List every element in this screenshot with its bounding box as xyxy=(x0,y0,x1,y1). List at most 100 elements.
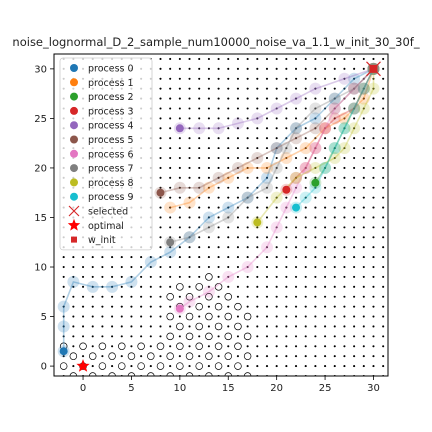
sample-point xyxy=(314,265,317,269)
sample-point xyxy=(246,147,249,150)
sample-point xyxy=(314,147,317,150)
sample-point xyxy=(217,265,220,269)
sample-point xyxy=(207,226,210,229)
sample-point xyxy=(159,186,162,189)
sample-point xyxy=(217,137,220,140)
sample-point xyxy=(314,77,317,80)
sample-point xyxy=(234,302,242,311)
sample-point xyxy=(169,147,172,150)
process-1-step xyxy=(260,161,273,174)
sample-point xyxy=(217,67,220,70)
sample-point xyxy=(265,216,269,219)
sample-point xyxy=(256,196,259,199)
process-4-point xyxy=(175,124,184,133)
sample-point xyxy=(324,206,327,209)
sample-point xyxy=(91,305,94,308)
sample-point xyxy=(111,256,114,259)
sample-point xyxy=(372,315,375,318)
sample-point xyxy=(246,57,249,61)
sample-point xyxy=(275,236,278,239)
sample-point xyxy=(188,137,191,140)
sample-point xyxy=(294,285,298,288)
sample-point xyxy=(130,265,133,269)
sample-point xyxy=(207,365,210,368)
sample-point xyxy=(304,285,307,288)
sample-point xyxy=(304,117,307,120)
sample-point xyxy=(205,273,213,281)
sample-point xyxy=(275,305,278,308)
sample-point xyxy=(324,305,327,308)
sample-point xyxy=(294,196,298,199)
sample-point xyxy=(243,372,252,376)
sample-point xyxy=(236,246,239,249)
sample-point xyxy=(324,57,327,61)
sample-point xyxy=(246,77,249,80)
sample-point xyxy=(169,97,172,100)
sample-point xyxy=(227,107,230,110)
process-5-step xyxy=(290,132,303,145)
sample-point xyxy=(353,345,356,348)
sample-point xyxy=(333,127,336,130)
sample-point xyxy=(188,127,191,130)
sample-point xyxy=(362,295,365,298)
sample-point xyxy=(324,97,327,100)
sample-point xyxy=(207,166,210,169)
process-1-step xyxy=(164,201,177,214)
sample-point xyxy=(256,186,259,189)
process-5-step xyxy=(348,82,361,95)
sample-point xyxy=(91,335,94,338)
process-6-path xyxy=(179,68,375,310)
sample-point xyxy=(382,77,385,80)
sample-point xyxy=(362,107,365,110)
sample-point xyxy=(294,305,298,308)
sample-point xyxy=(314,137,317,140)
x-tick-label: 25 xyxy=(319,383,332,394)
sample-point xyxy=(256,345,259,348)
sample-point xyxy=(265,206,269,209)
sample-point xyxy=(382,137,385,140)
process-5-step xyxy=(193,181,206,194)
sample-point xyxy=(198,137,201,140)
sample-point xyxy=(285,226,288,229)
sample-point xyxy=(101,335,104,338)
process-5-step xyxy=(212,171,225,184)
process-9-step xyxy=(338,122,351,135)
sample-point xyxy=(353,117,356,120)
sample-point xyxy=(246,246,249,249)
sample-point xyxy=(188,285,191,288)
sample-point xyxy=(324,186,327,189)
sample-point xyxy=(265,325,269,328)
sample-point xyxy=(294,176,298,179)
process-4-step xyxy=(251,112,264,125)
sample-point xyxy=(324,285,327,288)
process-0-step xyxy=(270,142,283,155)
process-1-step xyxy=(338,112,351,125)
sample-point xyxy=(159,275,162,278)
sample-point xyxy=(130,315,133,318)
process-7-step xyxy=(328,92,341,105)
sample-point xyxy=(285,176,288,179)
sample-point xyxy=(372,137,375,140)
sample-point xyxy=(246,166,249,169)
sample-point xyxy=(285,67,288,70)
sample-point xyxy=(382,226,385,229)
process-0-step xyxy=(241,191,254,204)
sample-point xyxy=(256,127,259,130)
sample-point xyxy=(149,315,152,318)
sample-point xyxy=(140,315,143,318)
sample-point xyxy=(294,137,298,140)
sample-point xyxy=(275,206,278,209)
sample-point xyxy=(59,362,68,370)
sample-point xyxy=(217,87,220,90)
sample-point xyxy=(224,372,233,376)
sample-point xyxy=(372,216,375,219)
sample-point xyxy=(294,107,298,110)
sample-point xyxy=(246,186,249,189)
process-3-path xyxy=(285,68,375,191)
sample-point xyxy=(198,335,201,338)
sample-point xyxy=(362,246,365,249)
sample-point xyxy=(185,332,194,341)
sample-point xyxy=(275,117,278,120)
process-7-step xyxy=(280,142,293,155)
sample-point xyxy=(91,275,94,278)
